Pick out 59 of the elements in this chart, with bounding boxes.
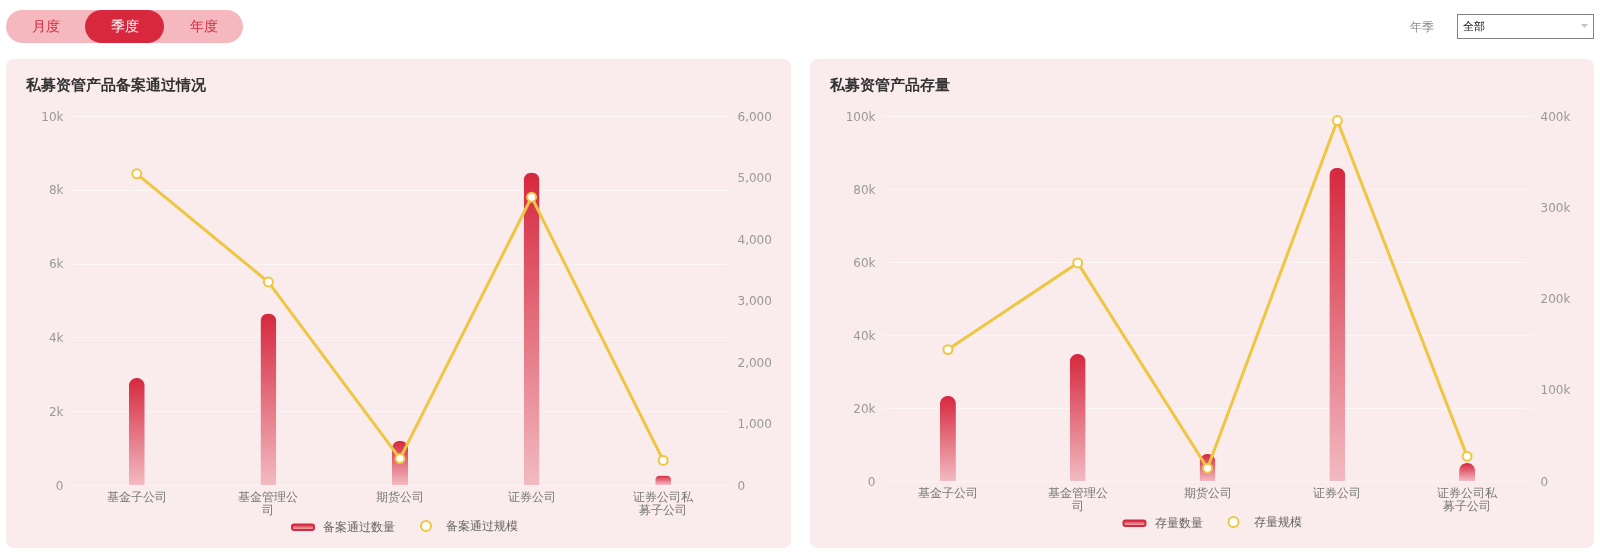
dropdown-field: 全部: [1457, 14, 1594, 39]
y2-tick-label: 4,000: [737, 232, 772, 247]
y2-tick-label: 100k: [1540, 383, 1571, 398]
legend-label: 备案通过数量: [323, 520, 395, 535]
bar: [523, 172, 540, 485]
y2-tick-label: 5,000: [737, 171, 772, 185]
point: [1461, 450, 1473, 462]
y2-tick-label: 300k: [1540, 200, 1571, 215]
y2-tick-label: 6,000: [737, 109, 772, 124]
x-tick-label: 期货公司: [1183, 485, 1232, 500]
y-tick-label: 100k: [845, 109, 876, 124]
chart-title: 私募资管产品备案通过情况: [25, 76, 207, 94]
y-tick-label: 40k: [853, 328, 876, 343]
tab-label: 年度: [188, 17, 219, 36]
bar: [939, 395, 956, 481]
y-tick-label: 6k: [48, 257, 64, 272]
y2-tick-label: 3,000: [737, 294, 772, 308]
y-tick-label: 60k: [853, 255, 876, 270]
x-tick-label: 基金管理公司: [238, 489, 299, 517]
bar: [128, 377, 145, 485]
x-tick-label: 证券公司私募子公司: [1437, 485, 1499, 513]
point: [131, 168, 143, 180]
bar: [1069, 353, 1086, 481]
y-tick-label: 0: [867, 474, 876, 489]
y-tick-label: 4k: [48, 330, 64, 345]
x-tick-label: 证券公司: [507, 489, 556, 504]
x-tick-label: 基金管理公司: [1047, 485, 1108, 513]
legend-label: 存量数量: [1154, 516, 1203, 531]
tab-label: 月度: [30, 17, 61, 36]
y2-tick-label: 0: [737, 478, 746, 493]
x-tick-label: 证券公司私募子公司: [633, 489, 695, 517]
y-tick-label: 8k: [48, 183, 64, 198]
legend-label: 存量规模: [1253, 515, 1302, 529]
bar: [260, 313, 277, 485]
point: [262, 276, 274, 288]
point: [942, 344, 954, 356]
text: 年季: [1410, 19, 1434, 36]
y2-tick-label: 0: [1540, 474, 1549, 489]
y-tick-label: 0: [55, 478, 64, 493]
y-tick-label: 20k: [853, 401, 876, 416]
point: [1331, 115, 1343, 127]
y2-tick-label: 400k: [1540, 109, 1571, 124]
x-tick-label: 期货公司: [376, 489, 424, 504]
legend-label: 备案通过规模: [446, 519, 518, 533]
y-tick-label: 10k: [41, 109, 64, 124]
y2-tick-label: 2,000: [737, 355, 772, 370]
x-tick-label: 基金子公司: [917, 485, 978, 500]
y-tick-label: 2k: [48, 404, 64, 419]
chart-title: 私募资管产品存量: [829, 76, 950, 94]
y2-tick-label: 200k: [1540, 292, 1571, 306]
tab-button: 季度: [85, 10, 164, 43]
x-tick-label: 基金子公司: [106, 489, 167, 504]
x-tick-label: 证券公司: [1313, 485, 1362, 500]
point: [1072, 257, 1084, 269]
bar: [1329, 167, 1346, 481]
y-tick-label: 80k: [853, 182, 876, 197]
point: [657, 454, 669, 466]
point: [526, 191, 538, 203]
y2-tick-label: 1,000: [737, 417, 772, 431]
